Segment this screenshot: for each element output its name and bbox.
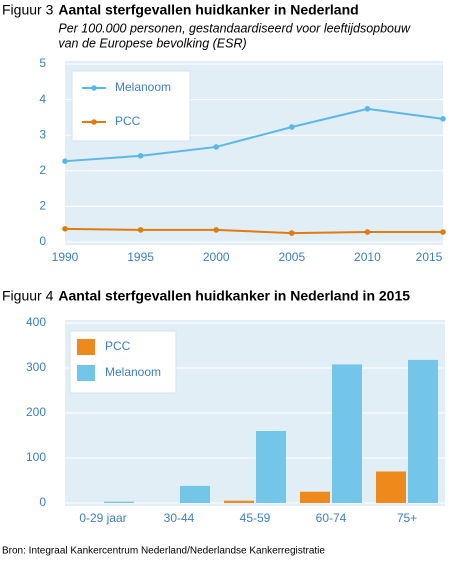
- legend-dot: [91, 85, 97, 91]
- point: [62, 158, 68, 164]
- legend-dot: [91, 119, 97, 125]
- x-tick-label: 2015: [416, 250, 443, 264]
- point: [289, 230, 295, 236]
- legend-label: PCC: [105, 339, 131, 353]
- bar: [408, 359, 438, 503]
- x-tick-label: 60-74: [316, 511, 347, 525]
- y-tick-label: 5: [39, 56, 46, 70]
- point: [364, 106, 371, 112]
- y-tick-label: 3: [39, 127, 46, 141]
- point: [440, 116, 446, 122]
- y-tick-label: 0: [39, 495, 46, 509]
- y-tick-label: 200: [26, 405, 46, 419]
- chart-title: Aantal sterfgevallen huidkanker in Neder…: [58, 2, 358, 18]
- x-tick-label: 1990: [52, 250, 79, 264]
- x-tick-label: 1995: [127, 250, 154, 264]
- x-tick-label: 45-59: [240, 511, 271, 525]
- point: [440, 229, 446, 235]
- y-tick-label: 400: [26, 315, 46, 329]
- x-tick-label: 30-44: [164, 511, 195, 525]
- y-tick-label: 2: [39, 199, 46, 213]
- x-tick-label: 2005: [278, 250, 305, 264]
- bar: [104, 501, 134, 503]
- chart-title: Aantal sterfgevallen huidkanker in Neder…: [58, 288, 410, 304]
- bar: [256, 431, 286, 503]
- legend-label: PCC: [115, 114, 141, 128]
- bar: [332, 364, 362, 503]
- point: [213, 227, 219, 233]
- legend-label: Melanoom: [115, 80, 171, 94]
- figure-label: Figuur 4: [2, 288, 54, 304]
- point: [137, 227, 144, 233]
- point: [289, 124, 295, 130]
- y-tick-label: 100: [26, 450, 46, 464]
- y-tick-label: 2: [39, 163, 46, 177]
- legend-box: [71, 70, 191, 142]
- x-tick-label: 0-29 jaar: [79, 511, 126, 525]
- point: [137, 153, 144, 159]
- bar: [300, 491, 330, 503]
- subtitle: van de Europese bevolking (ESR): [58, 36, 246, 50]
- x-tick-label: 2010: [354, 250, 381, 264]
- y-tick-label: 300: [26, 360, 46, 374]
- y-tick-label: 0: [39, 234, 46, 248]
- legend-swatch: [77, 365, 95, 381]
- x-tick-label: 2000: [203, 250, 230, 264]
- x-tick-label: 75+: [397, 511, 417, 525]
- bar: [180, 485, 210, 503]
- bar: [376, 471, 406, 503]
- subtitle: Per 100.000 personen, gestandaardiseerd …: [58, 21, 411, 35]
- point: [213, 144, 219, 150]
- series-line: [64, 107, 444, 163]
- point: [62, 226, 68, 232]
- legend-swatch: [77, 339, 95, 355]
- source: Bron: Integraal Kankercentrum Nederland/…: [2, 546, 325, 557]
- y-tick-label: 4: [39, 92, 46, 106]
- bar: [224, 500, 254, 503]
- figure-label: Figuur 3: [2, 2, 54, 18]
- series-line: [64, 227, 443, 235]
- point: [364, 229, 371, 235]
- legend-label: Melanoom: [105, 365, 161, 379]
